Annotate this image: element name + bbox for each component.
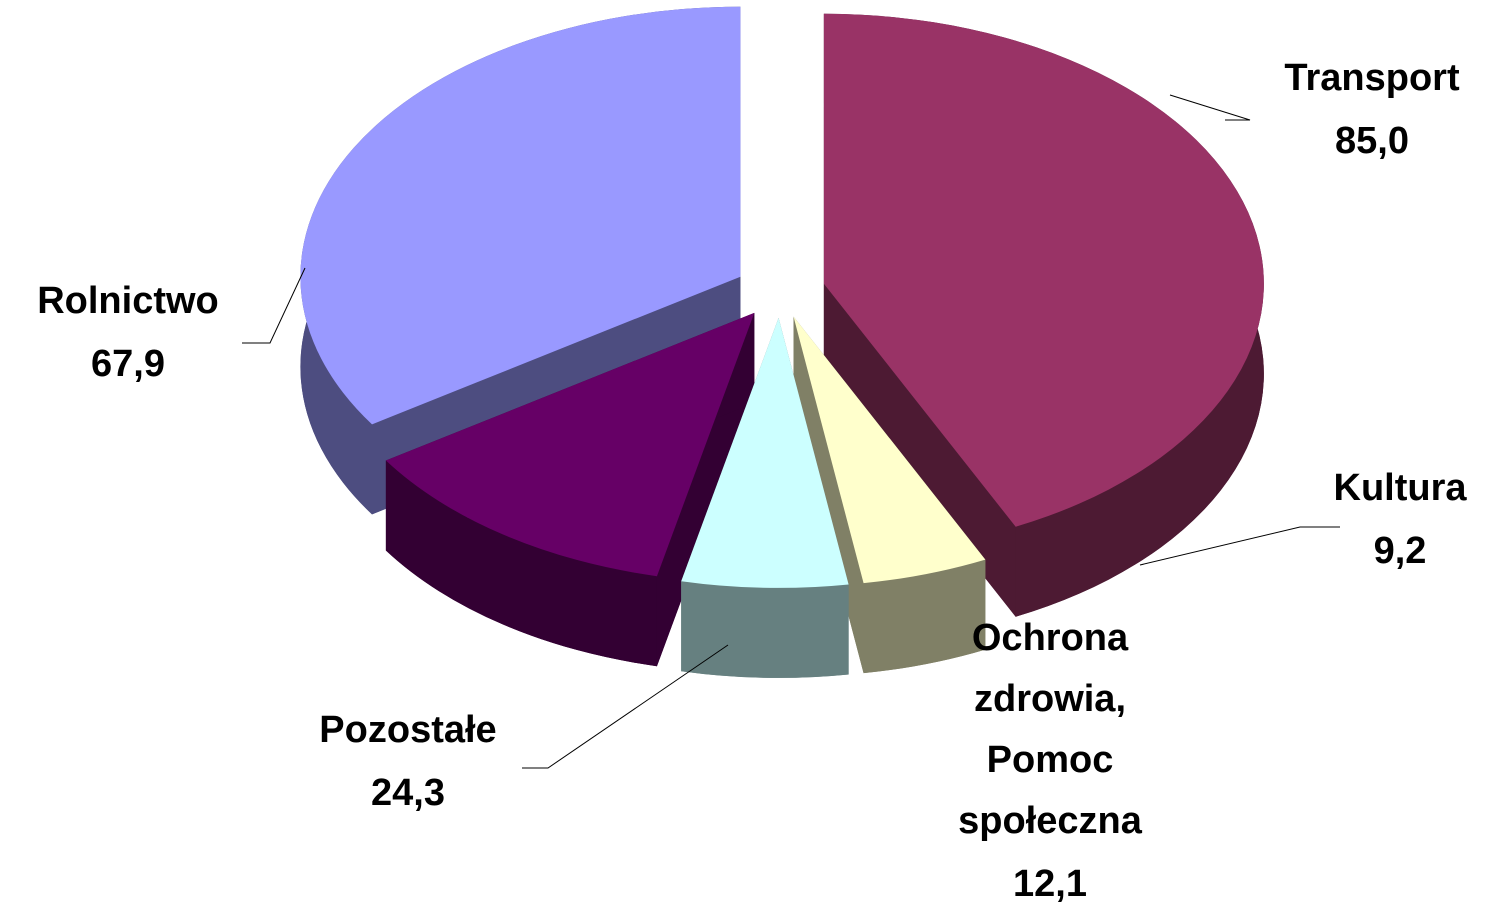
slice-wall (823, 283, 1016, 617)
value-label: 85,0 (1335, 120, 1409, 162)
pie-slice (823, 13, 1264, 617)
slice-top (300, 6, 741, 425)
pie-slice (385, 312, 755, 667)
category-label: Ochrona zdrowia, Pomoc społeczna (958, 617, 1143, 842)
category-label: Transport (1284, 57, 1460, 99)
value-label: 9,2 (1374, 530, 1427, 572)
leader-line (242, 267, 306, 344)
leader-line (1139, 526, 1340, 566)
category-label: Kultura (1334, 467, 1468, 509)
value-label: 12,1 (1013, 863, 1087, 905)
pie-slice (681, 317, 849, 678)
slice-rim (385, 460, 657, 667)
slice-rim (681, 581, 849, 678)
slice-rim (863, 559, 986, 674)
leader-line (522, 644, 729, 769)
value-label: 24,3 (371, 772, 445, 814)
category-label: Rolnictwo (37, 280, 219, 322)
value-label: 67,9 (91, 343, 165, 385)
slice-top (793, 316, 986, 584)
category-label: Pozostałe (319, 709, 496, 751)
slice-top (385, 312, 755, 577)
slice-top (681, 317, 849, 588)
leader-line (1169, 94, 1251, 121)
slice-top (823, 13, 1264, 527)
